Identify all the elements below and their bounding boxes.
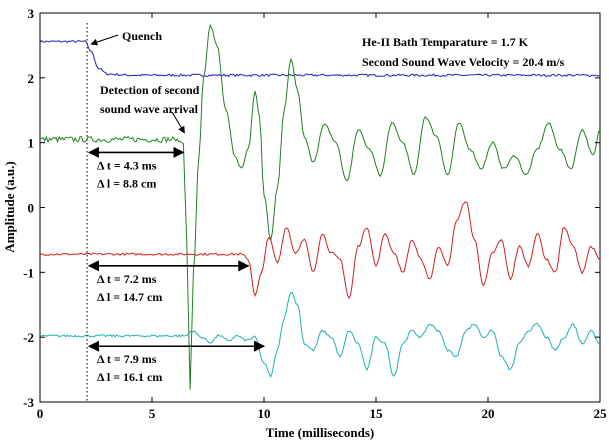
y-tick-label: 0 [28, 201, 35, 216]
x-tick-label: 15 [370, 406, 384, 421]
interval-dl-label: Δ l = 8.8 cm [97, 176, 156, 190]
series-line-2 [40, 23, 601, 390]
detection-label-line: Detection of second [100, 83, 200, 97]
y-axis-label: Amplitude (a.u.) [2, 161, 17, 252]
y-tick-label: 2 [28, 71, 35, 86]
series-line-1 [39, 39, 601, 78]
quench-label: Quench [122, 29, 162, 43]
series-line-3 [39, 201, 601, 300]
x-tick-label: 5 [149, 406, 156, 421]
ticks-layer: 0 5 10 15 20 25 -3 -2 -1 0 1 2 3 [23, 6, 607, 421]
y-tick-label: -2 [23, 330, 34, 345]
interval-dt-label: Δ t = 7.9 ms [97, 352, 157, 366]
x-tick-label: 20 [482, 406, 495, 421]
plot-frame [39, 12, 601, 403]
detection-arrow [171, 111, 185, 134]
interval-dl-label: Δ l = 16.1 cm [97, 370, 162, 384]
x-tick-label: 25 [594, 406, 608, 421]
detection-label-line: sound wave arrival [100, 102, 199, 116]
series-line-4 [39, 292, 601, 378]
y-tick-label: -3 [23, 395, 34, 410]
info-text-line: He-II Bath Temparature = 1.7 K [362, 35, 529, 49]
annotation-layer: Quench He-II Bath Temparature = 1.7 K Seco… [86, 23, 565, 402]
series-layer [39, 23, 601, 390]
y-tick-label: 3 [28, 6, 35, 21]
x-tick-label: 10 [258, 406, 271, 421]
info-text-line: Second Sound Wave Velocity = 20.4 m/s [362, 55, 565, 69]
x-axis-label: Time (milliseconds) [266, 425, 374, 440]
interval-dl-label: Δ l = 14.7 cm [97, 290, 162, 304]
y-tick-label: -1 [23, 265, 34, 280]
x-tick-label: 0 [37, 406, 44, 421]
quench-arrow [90, 34, 119, 46]
y-tick-label: 1 [28, 136, 35, 151]
interval-dt-label: Δ t = 7.2 ms [97, 272, 157, 286]
interval-dt-label: Δ t = 4.3 ms [97, 158, 157, 172]
